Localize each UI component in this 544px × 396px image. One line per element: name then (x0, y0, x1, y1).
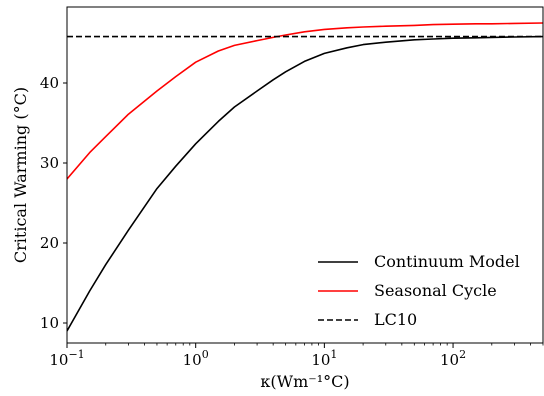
legend-label: Continuum Model (374, 252, 520, 271)
y-tick-label: 20 (40, 234, 59, 252)
series-line-1 (67, 22, 543, 180)
plot-area (67, 22, 543, 332)
y-tick-label: 40 (40, 74, 59, 92)
axes-frame (66, 6, 544, 344)
y-axis-label: Critical Warming (°C) (11, 87, 30, 263)
x-axis: 10−1 100 101 102 (49, 343, 544, 369)
y-axis: 10 20 30 40 (40, 74, 67, 332)
x-tick-label: 102 (440, 348, 466, 369)
legend-label: Seasonal Cycle (374, 281, 497, 300)
legend: Continuum Model Seasonal Cycle LC10 (318, 252, 520, 329)
x-axis-label: κ(Wm⁻¹°C) (260, 372, 349, 391)
x-tick-label: 100 (183, 348, 209, 369)
legend-label: LC10 (374, 310, 417, 329)
y-tick-label: 30 (40, 154, 59, 172)
y-tick-label: 10 (40, 314, 59, 332)
series-line-0 (67, 35, 543, 332)
x-tick-label: 101 (311, 348, 337, 369)
x-tick-label: 10−1 (49, 348, 84, 369)
